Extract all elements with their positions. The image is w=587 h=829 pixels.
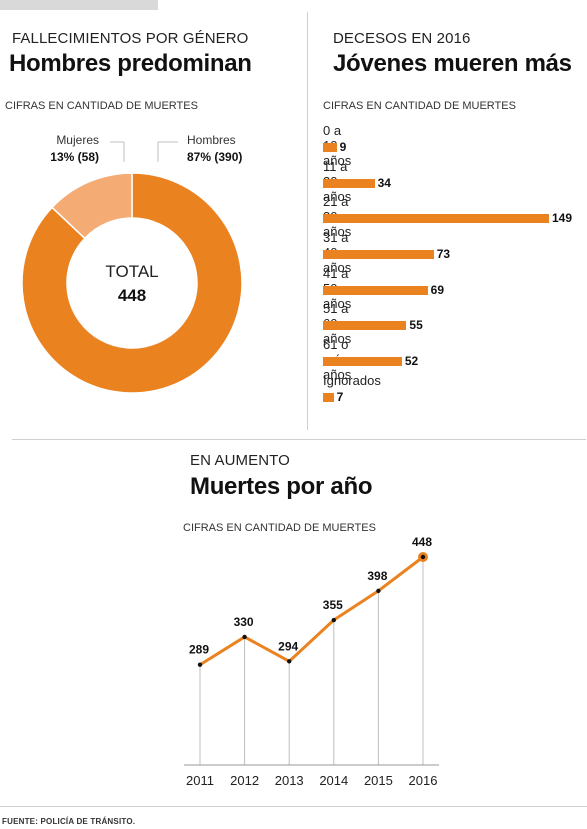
x-tick-label: 2015 (364, 773, 393, 788)
x-tick-label: 2011 (186, 773, 214, 788)
age-bar (323, 178, 375, 188)
data-point (331, 617, 336, 623)
gender-kicker: FALLECIMIENTOS POR GÉNERO (12, 30, 249, 47)
data-point (197, 662, 203, 667)
data-point (287, 659, 292, 664)
age-kicker: DECESOS EN 2016 (333, 30, 471, 47)
year-note: CIFRAS EN CANTIDAD DE MUERTES (183, 522, 376, 534)
data-label: 294 (278, 639, 298, 653)
data-label: 448 (412, 535, 432, 549)
age-bar-value: 34 (377, 175, 391, 190)
footer-divider (0, 806, 587, 807)
age-bar-value: 9 (339, 140, 347, 154)
data-point (420, 554, 426, 560)
age-bar-value: 73 (436, 247, 451, 262)
year-line-chart: 289 2011 330 2012 294 2013 355 2014 398 2015 448 20… (184, 535, 439, 788)
data-label: 355 (323, 598, 343, 612)
age-bar-value: 55 (409, 318, 423, 333)
age-category-label: 21 a 30 años (323, 194, 352, 240)
gender-headline: Hombres predominan (9, 50, 252, 77)
donut-center-value: 448 (118, 286, 146, 305)
horizontal-divider (12, 439, 586, 440)
slice-label-mujeres: Mujeres (56, 133, 99, 147)
vertical-divider (307, 12, 308, 430)
year-headline: Muertes por año (190, 473, 373, 500)
slice-value-mujeres: 13% (58) (50, 150, 99, 164)
series-line (199, 555, 424, 667)
data-label: 330 (234, 615, 254, 629)
donut-slice-mujeres (51, 172, 133, 240)
data-point (376, 588, 381, 594)
age-note: CIFRAS EN CANTIDAD DE MUERTES (323, 100, 516, 112)
age-bar (323, 214, 549, 224)
age-bar-value: 69 (430, 282, 445, 297)
age-bar (323, 143, 337, 152)
slice-value-hombres: 87% (390) (187, 150, 242, 164)
data-label: 398 (367, 569, 387, 583)
data-point (242, 634, 247, 640)
year-kicker: EN AUMENTO (190, 452, 290, 469)
age-headline: Jóvenes mueren más (333, 50, 572, 77)
data-label: 289 (189, 643, 209, 657)
age-bar (323, 357, 402, 367)
age-bar-value: 7 (336, 389, 344, 404)
x-tick-label: 2013 (275, 773, 304, 788)
top-decor-bar (0, 0, 158, 10)
age-category-label: Ignorados (323, 372, 381, 388)
gender-note: CIFRAS EN CANTIDAD DE MUERTES (5, 100, 198, 112)
age-bar (323, 321, 407, 331)
x-tick-label: 2016 (409, 773, 438, 788)
x-tick-label: 2012 (230, 773, 259, 788)
source-note: FUENTE: POLICÍA DE TRÁNSITO. (2, 817, 136, 826)
age-bar (323, 285, 428, 295)
age-bar-value: 149 (552, 211, 573, 226)
donut-center-label: TOTAL (105, 262, 158, 281)
donut-slice-hombres (21, 172, 243, 394)
age-bar-value: 52 (404, 354, 419, 369)
x-tick-label: 2014 (319, 773, 348, 788)
age-bar (323, 250, 434, 260)
slice-label-hombres: Hombres (187, 133, 236, 147)
age-bar (323, 392, 334, 402)
gender-donut-chart: TOTAL 448 Mujeres 13% (58) Hombres 87% (… (21, 133, 243, 394)
